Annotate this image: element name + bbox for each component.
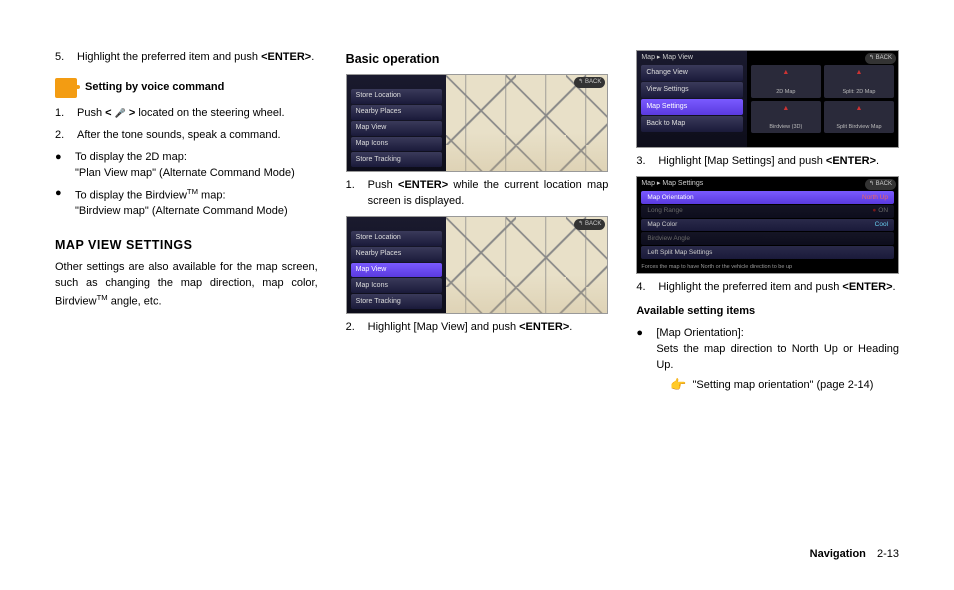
step-number: 4. [636, 280, 652, 296]
bullet-item: ● [Map Orientation]: Sets the map direct… [636, 326, 899, 374]
screenshot-map-settings-list: Map Orientation North Up Long Range ON M… [636, 176, 899, 274]
bullet-label: [Map Orientation]: [656, 326, 899, 342]
ss-view-tile: Split Birdview Map [824, 101, 894, 134]
ss-menu: Change View View Settings Map Settings B… [637, 51, 746, 147]
ss-view-tile: Birdview (3D) [751, 101, 821, 134]
step-text: Highlight [Map View] and push <ENTER>. [368, 320, 609, 336]
voice-step: 2. After the tone sounds, speak a comman… [55, 128, 318, 144]
back-button-icon: ↰ BACK [865, 179, 896, 190]
bullet-dot: ● [55, 186, 69, 221]
ss-menu-item: View Settings [641, 82, 742, 98]
subsection-heading: Basic operation [346, 50, 609, 68]
ss-setting-row: Birdview Angle [641, 232, 894, 245]
ss-menu: Store Location Nearby Places Map View Ma… [347, 217, 446, 313]
ss-setting-row-highlighted: Map Orientation North Up [641, 191, 894, 204]
ss-menu-item: Back to Map [641, 116, 742, 132]
column-1: 5. Highlight the preferred item and push… [55, 50, 318, 394]
ss-settings-list: Map Orientation North Up Long Range ON M… [637, 177, 898, 273]
breadcrumb: Map ▸ Map Settings [641, 179, 703, 189]
ss-menu-item: Map Icons [351, 278, 442, 293]
ss-view-grid: 2D Map Split: 2D Map Birdview (3D) Split… [747, 51, 898, 147]
step-item: 1. Push <ENTER> while the current locati… [346, 178, 609, 210]
column-3: Change View View Settings Map Settings B… [636, 50, 899, 394]
step-number: 2. [346, 320, 362, 336]
ref-text: "Setting map orientation" (page 2-14) [693, 378, 874, 394]
step-text: After the tone sounds, speak a command. [77, 128, 318, 144]
ss-setting-row: Map Color Cool [641, 219, 894, 232]
ss-menu-item: Map Icons [351, 137, 442, 152]
bullet-desc: Sets the map direction to North Up or He… [656, 342, 899, 374]
step-item: 3. Highlight [Map Settings] and push <EN… [636, 154, 899, 170]
section-body: Other settings are also available for th… [55, 260, 318, 310]
bullet-line: To display the BirdviewTM map: [75, 186, 318, 205]
bullet-line: To display the 2D map: [75, 150, 318, 166]
back-button-icon: ↰ BACK [865, 53, 896, 64]
voice-command-heading: Setting by voice command [55, 78, 318, 98]
bullet-line: "Plan View map" (Alternate Command Mode) [75, 166, 318, 182]
step-text: Highlight the preferred item and push <E… [77, 50, 318, 66]
ss-menu-item: Map View [351, 121, 442, 136]
ss-view-tile: Split: 2D Map [824, 65, 894, 98]
ss-menu-item: Store Location [351, 89, 442, 104]
screenshot-enter-menu: Store Location Nearby Places Map View Ma… [346, 74, 609, 172]
ss-menu: Store Location Nearby Places Map View Ma… [347, 75, 446, 171]
step-text: Push <ENTER> while the current location … [368, 178, 609, 210]
page-ref-icon: 👉 [670, 378, 686, 394]
screenshot-map-settings-select: Change View View Settings Map Settings B… [636, 50, 899, 148]
ss-menu-item: Store Tracking [351, 294, 442, 309]
subsection-heading: Available setting items [636, 304, 899, 320]
step-item: 5. Highlight the preferred item and push… [55, 50, 318, 66]
ss-menu-item: Change View [641, 65, 742, 81]
step-text: Push < 🎤 > located on the steering wheel… [77, 106, 318, 122]
ss-setting-row: Left Split Map Settings [641, 246, 894, 259]
ss-footer-hint: Forces the map to have North or the vehi… [641, 264, 894, 272]
voice-icon [55, 78, 77, 98]
bullet-item: ● To display the BirdviewTM map: "Birdvi… [55, 186, 318, 221]
footer-page-number: 2-13 [877, 548, 899, 560]
section-title: MAP VIEW SETTINGS [55, 236, 318, 254]
ss-map [446, 217, 608, 313]
page-footer: Navigation 2-13 [810, 548, 899, 560]
bullet-dot: ● [636, 326, 650, 374]
ss-menu-item-highlighted: Map View [351, 263, 442, 278]
step-number: 1. [346, 178, 362, 210]
ss-menu-item-highlighted: Map Settings [641, 99, 742, 115]
step-text: Highlight the preferred item and push <E… [658, 280, 899, 296]
ss-setting-row: Long Range ON [641, 205, 894, 218]
step-item: 4. Highlight the preferred item and push… [636, 280, 899, 296]
bullet-item: ● To display the 2D map: "Plan View map"… [55, 150, 318, 182]
bullet-line: "Birdview map" (Alternate Command Mode) [75, 204, 318, 220]
step-number: 5. [55, 50, 71, 66]
ss-menu-item: Nearby Places [351, 105, 442, 120]
ss-menu-item: Store Location [351, 231, 442, 246]
step-number: 2. [55, 128, 71, 144]
step-number: 3. [636, 154, 652, 170]
bullet-dot: ● [55, 150, 69, 182]
breadcrumb: Map ▸ Map View [641, 53, 693, 63]
back-button-icon: ↰ BACK [574, 77, 605, 88]
voice-heading-text: Setting by voice command [85, 80, 224, 96]
step-item: 2. Highlight [Map View] and push <ENTER>… [346, 320, 609, 336]
talk-icon: 🎤 [115, 107, 126, 120]
screenshot-mapview-highlight: Store Location Nearby Places Map View Ma… [346, 216, 609, 314]
voice-step: 1. Push < 🎤 > located on the steering wh… [55, 106, 318, 122]
step-number: 1. [55, 106, 71, 122]
ss-menu-item: Store Tracking [351, 152, 442, 167]
column-2: Basic operation Store Location Nearby Pl… [346, 50, 609, 394]
ss-menu-item: Nearby Places [351, 247, 442, 262]
manual-page: 5. Highlight the preferred item and push… [0, 0, 954, 424]
cross-reference: 👉 "Setting map orientation" (page 2-14) [670, 378, 899, 394]
ss-view-tile: 2D Map [751, 65, 821, 98]
ss-map [446, 75, 608, 171]
back-button-icon: ↰ BACK [574, 219, 605, 230]
step-text: Highlight [Map Settings] and push <ENTER… [658, 154, 899, 170]
footer-section: Navigation [810, 548, 866, 560]
